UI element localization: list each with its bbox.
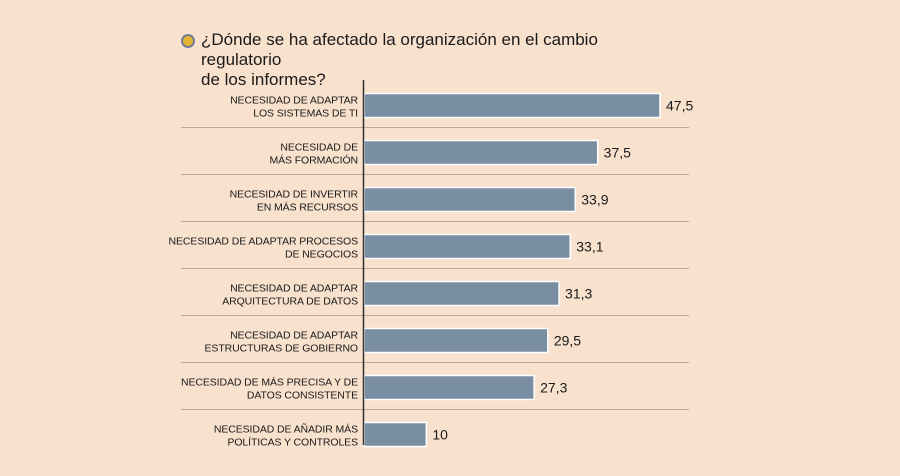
category-label-line: NECESIDAD DE ADAPTAR PROCESOS (169, 236, 359, 248)
category-label-line: ARQUITECTURA DE DATOS (222, 296, 358, 308)
value-label-1: 47,5 (666, 98, 693, 114)
category-label-6: NECESIDAD DE ADAPTAR ESTRUCTURAS DE GOBIE… (205, 330, 359, 355)
value-label-6: 29,5 (554, 333, 581, 349)
category-label-line: NECESIDAD DE MÁS PRECISA Y DE (181, 376, 358, 389)
category-label-line: POLÍTICAS Y CONTROLES (227, 436, 358, 449)
category-label-line: NECESIDAD DE ADAPTAR (230, 95, 358, 107)
bar-6 (363, 327, 549, 354)
category-label-line: EN MÁS RECURSOS (257, 201, 358, 214)
category-label-2: NECESIDAD DE MÁS FORMACIÓN (269, 142, 358, 167)
category-label-line: DE NEGOCIOS (285, 249, 358, 261)
value-label-5: 31,3 (565, 286, 592, 302)
category-label-1: NECESIDAD DE ADAPTAR LOS SISTEMAS DE TI (230, 95, 358, 120)
value-label-3: 33,9 (581, 192, 608, 208)
value-label-2: 37,5 (604, 145, 631, 161)
category-label-line: NECESIDAD DE INVERTIR (230, 189, 359, 201)
category-label-line: ESTRUCTURAS DE GOBIERNO (205, 343, 358, 355)
category-label-8: NECESIDAD DE AÑADIR MÁS POLÍTICAS Y CONTR… (214, 423, 358, 449)
category-label-line: LOS SISTEMAS DE TI (253, 108, 358, 120)
value-label-7: 27,3 (540, 380, 567, 396)
category-label-line: MÁS FORMACIÓN (269, 154, 358, 167)
bar-3 (363, 186, 577, 213)
bar-7 (363, 374, 535, 401)
bullet-icon (181, 34, 195, 48)
bar-2 (363, 139, 599, 166)
category-label-3: NECESIDAD DE INVERTIR EN MÁS RECURSOS (230, 189, 359, 214)
category-label-4: NECESIDAD DE ADAPTAR PROCESOS DE NEGOCIOS (169, 236, 359, 261)
chart-title-block: ¿Dónde se ha afectado la organización en… (181, 30, 661, 90)
value-label-8: 10 (432, 427, 448, 443)
bar-1 (363, 92, 661, 119)
bar-8 (363, 421, 428, 448)
category-label-line: NECESIDAD DE ADAPTAR (230, 330, 358, 342)
category-label-line: NECESIDAD DE ADAPTAR (230, 283, 358, 295)
value-label-4: 33,1 (576, 239, 603, 255)
category-label-line: NECESIDAD DE (280, 142, 358, 154)
bar-5 (363, 280, 560, 307)
category-label-line: DATOS CONSISTENTE (247, 390, 358, 402)
category-label-7: NECESIDAD DE MÁS PRECISA Y DE DATOS CONSI… (181, 376, 358, 402)
bar-4 (363, 233, 572, 260)
category-label-line: NECESIDAD DE AÑADIR MÁS (214, 423, 358, 436)
chart-title: ¿Dónde se ha afectado la organización en… (201, 30, 598, 89)
category-label-5: NECESIDAD DE ADAPTAR ARQUITECTURA DE DATO… (222, 283, 358, 308)
